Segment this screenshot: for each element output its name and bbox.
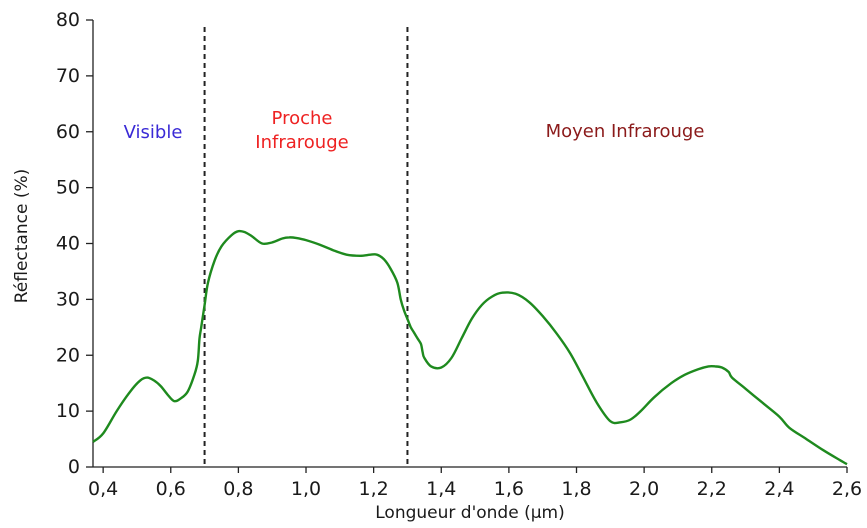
x-ticks: 0,4 0,6 0,8 1,0 1,2 1,4 1,6 1,8 2,0 2,2 2,4 2,6 xyxy=(88,467,862,500)
y-tick-label: 50 xyxy=(56,177,80,199)
x-tick-label: 1,2 xyxy=(359,478,389,500)
x-tick-label: 0,4 xyxy=(88,478,118,500)
x-tick-label: 2,6 xyxy=(832,478,862,500)
y-tick-label: 0 xyxy=(68,456,80,478)
y-tick-label: 80 xyxy=(56,9,80,31)
reflectance-series-line xyxy=(92,229,848,466)
x-tick-label: 2,4 xyxy=(764,478,794,500)
region-label-near-infrared: Proche xyxy=(272,108,333,129)
region-labels: Visible Proche Infrarouge Moyen Infrarouge xyxy=(124,108,705,153)
x-tick-label: 1,4 xyxy=(426,478,456,500)
y-tick-label: 70 xyxy=(56,65,80,87)
x-tick-label: 2,0 xyxy=(629,478,659,500)
y-axis-title: Réflectance (%) xyxy=(12,169,32,304)
region-boundaries xyxy=(203,27,409,467)
x-tick-label: 0,8 xyxy=(223,478,253,500)
x-tick-label: 1,6 xyxy=(494,478,524,500)
x-axis-title: Longueur d'onde (µm) xyxy=(375,503,564,523)
y-tick-label: 40 xyxy=(56,233,80,255)
y-tick-label: 10 xyxy=(56,400,80,422)
x-tick-label: 2,2 xyxy=(697,478,727,500)
region-label-near-infrared: Infrarouge xyxy=(255,132,348,153)
region-label-mid-infrared: Moyen Infrarouge xyxy=(546,121,705,142)
y-tick-label: 20 xyxy=(56,344,80,366)
x-tick-label: 1,0 xyxy=(291,478,321,500)
x-tick-label: 0,6 xyxy=(156,478,186,500)
y-tick-label: 60 xyxy=(56,121,80,143)
y-tick-label: 30 xyxy=(56,288,80,310)
region-label-visible: Visible xyxy=(124,122,183,143)
x-tick-label: 1,8 xyxy=(561,478,591,500)
series xyxy=(92,229,848,466)
axes xyxy=(92,20,847,468)
y-ticks: 0 10 20 30 40 50 60 70 80 xyxy=(56,9,93,478)
